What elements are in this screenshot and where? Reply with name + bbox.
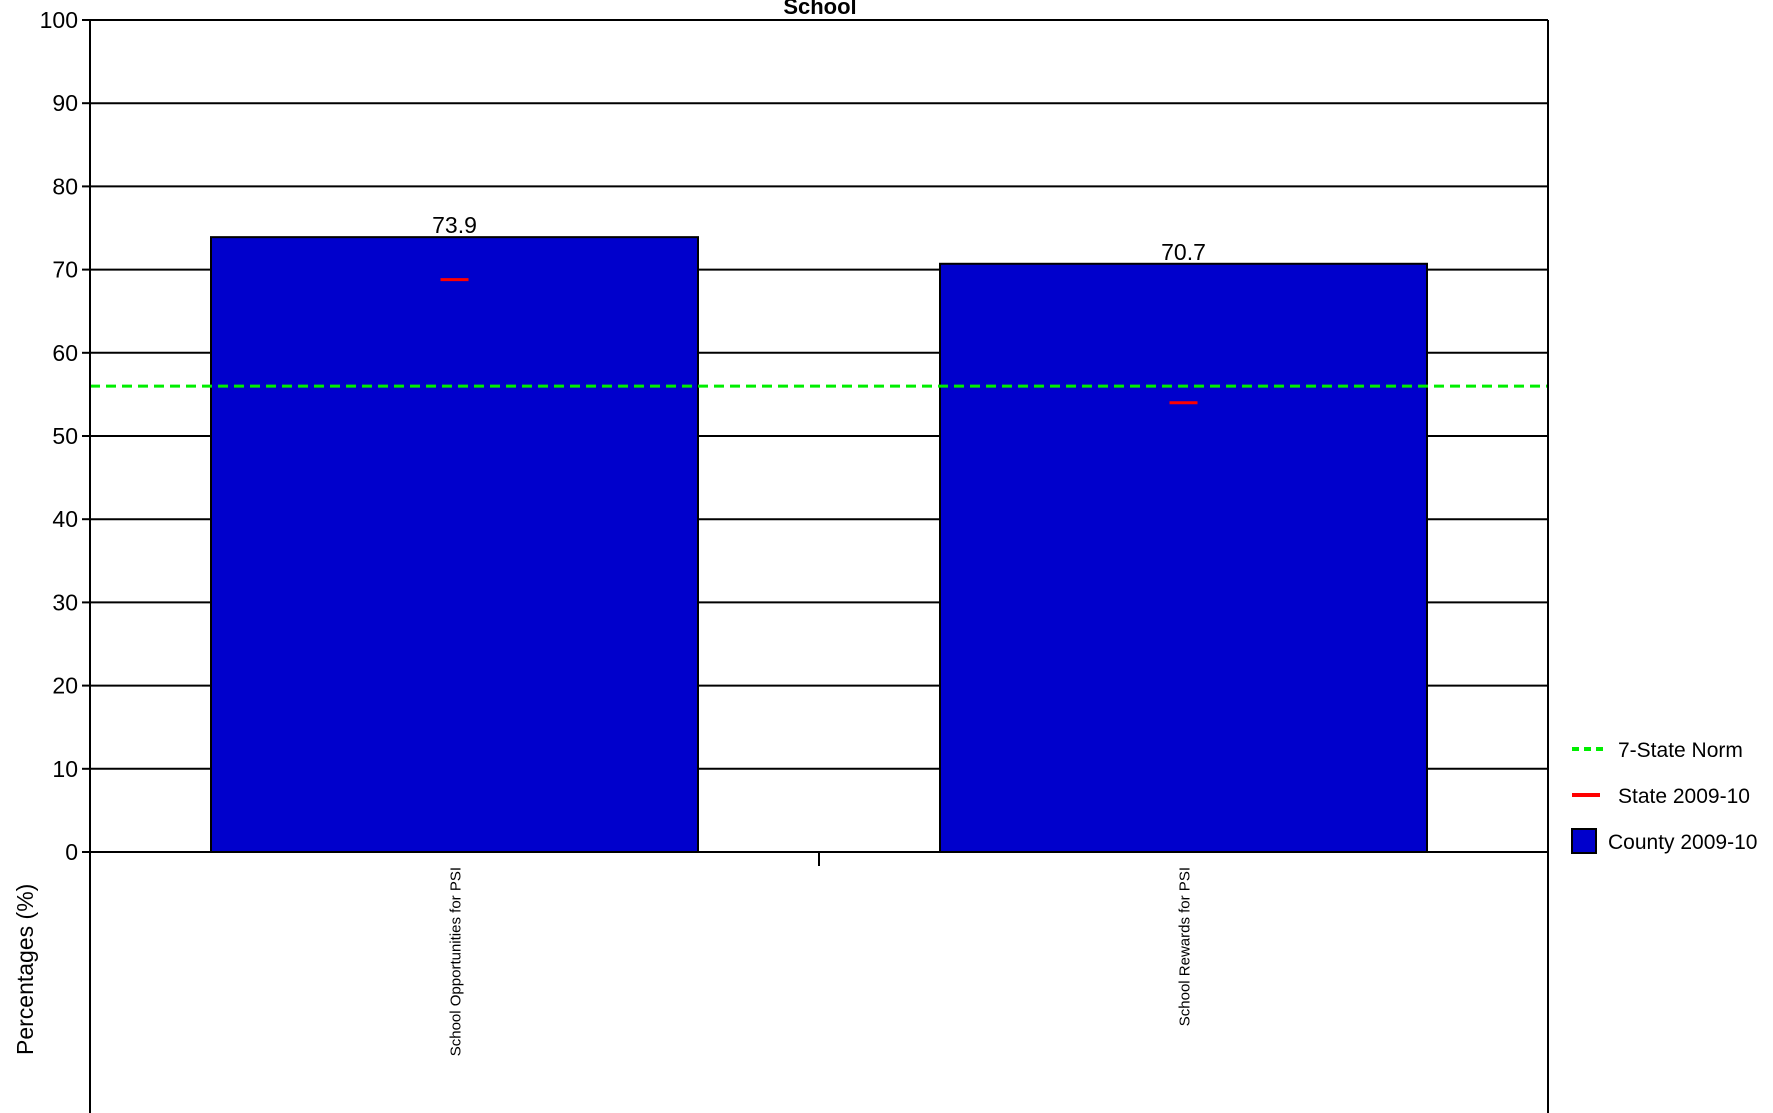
y-tick-labels: 0 10 20 30 40 50 60 70 80 90 100: [40, 7, 78, 865]
data-label: 70.7: [1161, 239, 1206, 265]
data-labels: 73.9 70.7: [432, 212, 1206, 265]
y-tick-label: 30: [52, 589, 78, 615]
legend: 7-State Norm State 2009-10 County 2009-10: [1571, 739, 1757, 854]
y-tick-label: 40: [52, 506, 78, 532]
y-tick-label: 20: [52, 673, 78, 699]
data-label: 73.9: [432, 212, 477, 238]
bars: [210, 236, 1428, 854]
state-markers: [440, 278, 1198, 405]
legend-county-label: County 2009-10: [1608, 831, 1757, 854]
category-label: School Rewards for PSI: [1177, 867, 1194, 1026]
legend-county-swatch: [1571, 828, 1597, 854]
y-tick-label: 80: [52, 173, 78, 199]
y-tick-label: 60: [52, 340, 78, 366]
legend-norm-label: 7-State Norm: [1618, 739, 1743, 762]
category-label: School Opportunities for PSI: [448, 867, 465, 1056]
y-tick-label: 50: [52, 423, 78, 449]
y-axis-label: Percentages (%): [12, 884, 38, 1055]
y-tick-label: 0: [65, 839, 78, 865]
y-tick-label: 90: [52, 90, 78, 116]
axes: [82, 19, 1549, 1113]
chart-title: School: [783, 0, 856, 19]
y-tick-label: 70: [52, 257, 78, 283]
category-labels: School Opportunities for PSI School Rewar…: [448, 867, 1194, 1056]
bar: [939, 262, 1428, 853]
y-tick-label: 100: [40, 7, 78, 33]
legend-state-label: State 2009-10: [1618, 785, 1750, 808]
bar: [210, 236, 699, 854]
y-tick-label: 10: [52, 756, 78, 782]
